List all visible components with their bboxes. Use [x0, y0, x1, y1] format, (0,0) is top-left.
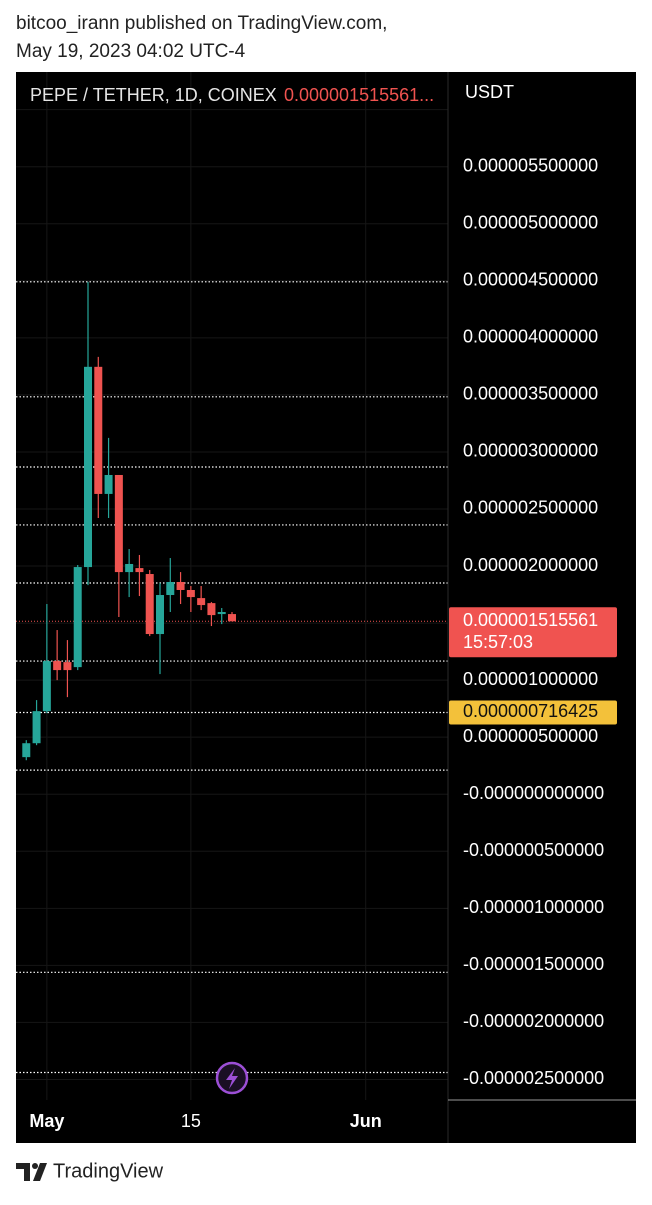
candle-body — [73, 567, 82, 668]
y-tick-label: -0.000002000000 — [463, 1011, 604, 1031]
candle-body — [32, 711, 41, 744]
candle-body — [166, 582, 175, 596]
y-tick-label: 0.000005000000 — [463, 212, 598, 232]
candle-body — [63, 662, 72, 671]
logo-slash — [33, 1163, 47, 1181]
candle-body — [94, 366, 103, 494]
logo-mark — [16, 1163, 30, 1181]
author-line: bitcoo_irann published on TradingView.co… — [16, 13, 387, 34]
y-tick-label: -0.000000000000 — [463, 783, 604, 803]
y-tick-label: 0.000000500000 — [463, 726, 598, 746]
y-tick-label: -0.000000500000 — [463, 840, 604, 860]
candle-body — [197, 598, 206, 606]
candle-body — [145, 574, 154, 635]
x-tick-label: May — [29, 1111, 64, 1131]
candle-body — [53, 661, 62, 671]
x-tick-label: Jun — [350, 1111, 382, 1131]
y-tick-label: 0.000002000000 — [463, 555, 598, 575]
marked-price-label: 0.000000716425 — [463, 701, 598, 721]
candle-body — [156, 595, 164, 635]
y-tick-label: -0.000001500000 — [463, 954, 604, 974]
candle-body — [42, 661, 51, 712]
tradingview-logo — [16, 1163, 47, 1181]
countdown: 15:57:03 — [463, 632, 533, 652]
candle-body — [125, 563, 134, 573]
header-price: 0.000001515561... — [284, 85, 434, 105]
lightning-icon — [226, 1068, 238, 1089]
x-tick-label: 15 — [181, 1111, 201, 1131]
last-price-badge — [449, 607, 617, 658]
candle-body — [176, 582, 185, 590]
y-tick-label: 0.000004000000 — [463, 327, 598, 347]
y-tick-label: 0.000004500000 — [463, 270, 598, 290]
y-tick-label: 0.000003000000 — [463, 441, 598, 461]
footer-brand: TradingView — [53, 1160, 164, 1182]
y-tick-label: -0.000002500000 — [463, 1068, 604, 1088]
candle-body — [104, 474, 113, 494]
symbol-title: PEPE / TETHER, 1D, COINEX — [30, 85, 277, 105]
y-axis-label: USDT — [465, 82, 514, 102]
candle-body — [114, 474, 123, 573]
last-price-label: 0.000001515561 — [463, 610, 598, 630]
y-tick-label: 0.000003500000 — [463, 384, 598, 404]
y-tick-label: 0.000005500000 — [463, 155, 598, 175]
candle-body — [22, 743, 31, 758]
y-tick-label: 0.000001000000 — [463, 669, 598, 689]
candle-body — [186, 589, 195, 598]
candle-body — [217, 612, 226, 615]
logo-dot — [32, 1163, 38, 1169]
candle-body — [135, 568, 144, 573]
axis-header — [448, 72, 636, 118]
candle-body — [207, 603, 216, 616]
plot — [16, 72, 448, 1100]
candle-body — [84, 366, 92, 568]
y-tick-label: 0.000002500000 — [463, 498, 598, 518]
date-line: May 19, 2023 04:02 UTC-4 — [16, 41, 246, 62]
y-tick-label: -0.000001000000 — [463, 897, 604, 917]
candle-body — [228, 614, 236, 622]
marked-price-badge — [449, 700, 617, 725]
